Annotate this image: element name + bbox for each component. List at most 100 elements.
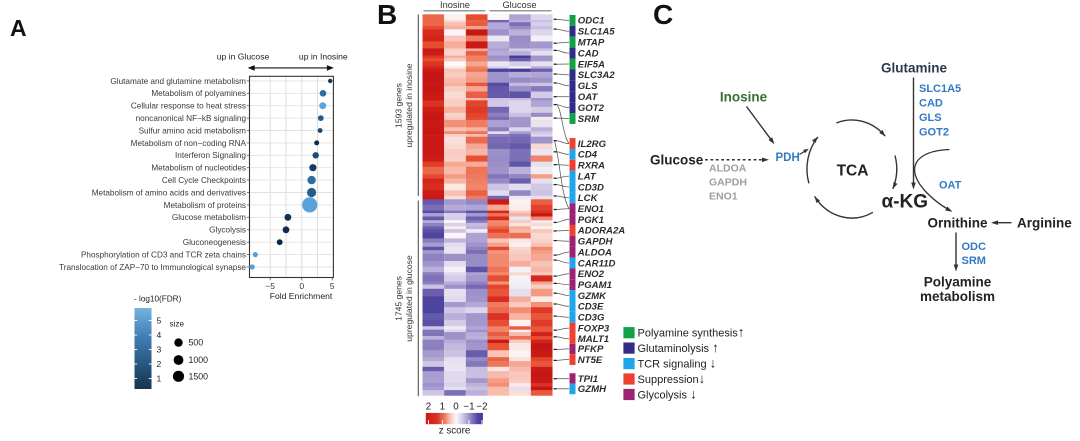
svg-text:CD3E: CD3E: [578, 302, 604, 313]
svg-text:A: A: [10, 15, 27, 41]
svg-text:PFKP: PFKP: [578, 344, 604, 355]
svg-text:500: 500: [189, 338, 204, 348]
svg-text:C: C: [653, 0, 673, 30]
svg-text:ENO2: ENO2: [578, 269, 605, 280]
svg-text:NT5E: NT5E: [578, 355, 603, 366]
svg-text:GLS: GLS: [919, 112, 942, 124]
svg-text:Glucose metabolism: Glucose metabolism: [172, 213, 246, 222]
svg-text:Phosphorylation of CD3 and TCR: Phosphorylation of CD3 and TCR zeta chai…: [81, 251, 246, 260]
svg-text:up in Inosine: up in Inosine: [299, 52, 348, 62]
svg-text:upregulated in inosine: upregulated in inosine: [404, 63, 414, 147]
svg-text:SRM: SRM: [578, 114, 600, 125]
svg-text:CAD: CAD: [578, 48, 599, 59]
svg-text:4: 4: [157, 330, 162, 340]
svg-text:Metabolism of non−coding RNA: Metabolism of non−coding RNA: [131, 139, 247, 148]
svg-text:ODC1: ODC1: [578, 16, 605, 27]
svg-text:GLS: GLS: [578, 81, 598, 92]
svg-text:Gluconeogenesis: Gluconeogenesis: [183, 238, 246, 247]
svg-text:ALDOA: ALDOA: [709, 163, 747, 175]
svg-text:metabolism: metabolism: [920, 289, 995, 304]
svg-text:z score: z score: [439, 426, 471, 437]
svg-text:5: 5: [330, 281, 335, 291]
svg-text:Cell Cycle Checkpoints: Cell Cycle Checkpoints: [162, 176, 246, 185]
svg-text:1745 genes: 1745 genes: [394, 276, 404, 321]
svg-text:OAT: OAT: [939, 180, 962, 192]
svg-text:upregulated in glucose: upregulated in glucose: [404, 255, 414, 342]
svg-text:2: 2: [157, 359, 162, 369]
svg-text:TCA: TCA: [837, 163, 869, 180]
svg-text:SLC1A5: SLC1A5: [919, 83, 961, 95]
svg-text:ALDOA: ALDOA: [577, 247, 612, 258]
svg-text:SLC1A5: SLC1A5: [578, 27, 615, 38]
svg-text:α-KG: α-KG: [882, 192, 929, 213]
svg-text:1593 genes: 1593 genes: [394, 83, 404, 128]
svg-text:GAPDH: GAPDH: [709, 177, 747, 189]
svg-text:−5: −5: [265, 281, 275, 291]
svg-text:GOT2: GOT2: [578, 103, 605, 114]
svg-text:Cellular response to heat stre: Cellular response to heat stress: [131, 102, 246, 111]
svg-text:Suppression↓: Suppression↓: [638, 371, 706, 386]
svg-text:CD3G: CD3G: [578, 313, 605, 324]
svg-text:CD3D: CD3D: [578, 182, 604, 193]
svg-text:GAPDH: GAPDH: [578, 237, 614, 248]
svg-text:1: 1: [157, 374, 162, 384]
svg-text:5: 5: [157, 316, 162, 326]
svg-text:Glycolysis: Glycolysis: [209, 226, 246, 235]
svg-text:Ornithine: Ornithine: [928, 216, 988, 231]
svg-text:RXRA: RXRA: [578, 161, 605, 172]
svg-text:Metabolism of nucleotides: Metabolism of nucleotides: [151, 164, 246, 173]
svg-text:ENO1: ENO1: [578, 204, 604, 215]
svg-text:PGAM1: PGAM1: [578, 280, 612, 291]
svg-text:Polyamine: Polyamine: [924, 275, 992, 290]
svg-text:size: size: [170, 320, 185, 329]
svg-text:Fold Enrichment: Fold Enrichment: [270, 291, 333, 301]
svg-text:CAR11D: CAR11D: [578, 258, 616, 269]
svg-text:Sulfur amino acid metabolism: Sulfur amino acid metabolism: [139, 126, 247, 135]
svg-text:GZMH: GZMH: [578, 384, 607, 395]
svg-text:1000: 1000: [189, 355, 209, 365]
svg-text:noncanonical NF−kB signaling: noncanonical NF−kB signaling: [136, 114, 247, 123]
svg-text:0: 0: [299, 281, 304, 291]
svg-text:Inosine: Inosine: [720, 90, 768, 105]
svg-text:Glycolysis ↓: Glycolysis ↓: [638, 387, 697, 402]
svg-text:PDH: PDH: [776, 152, 800, 164]
svg-text:Metabolism of polyamines: Metabolism of polyamines: [151, 89, 246, 98]
svg-text:Arginine: Arginine: [1017, 216, 1072, 231]
svg-text:GZMK: GZMK: [578, 291, 607, 302]
svg-text:3: 3: [157, 345, 162, 355]
svg-text:EIF5A: EIF5A: [578, 59, 605, 70]
svg-text:Glutaminolysis ↑: Glutaminolysis ↑: [638, 340, 719, 355]
svg-text:−2: −2: [476, 402, 487, 413]
svg-text:MALT1: MALT1: [578, 334, 609, 345]
svg-text:ENO1: ENO1: [709, 191, 738, 203]
svg-text:B: B: [377, 0, 397, 30]
svg-text:−1: −1: [463, 402, 474, 413]
svg-text:0: 0: [453, 402, 459, 413]
svg-text:FOXP3: FOXP3: [578, 323, 610, 334]
svg-text:Glutamate and glutamine metabo: Glutamate and glutamine metabolism: [110, 77, 246, 86]
svg-text:SRM: SRM: [962, 255, 986, 267]
svg-text:TCR signaling ↓: TCR signaling ↓: [638, 356, 717, 371]
svg-text:ADORA2A: ADORA2A: [577, 226, 626, 237]
svg-text:IL2RG: IL2RG: [578, 139, 607, 150]
svg-text:Interferon Signaling: Interferon Signaling: [175, 151, 246, 160]
svg-text:Metabolism of proteins: Metabolism of proteins: [164, 201, 246, 210]
svg-text:SLC3A2: SLC3A2: [578, 70, 615, 81]
svg-text:OAT: OAT: [578, 92, 599, 103]
svg-text:Glucose: Glucose: [502, 0, 536, 10]
svg-text:CAD: CAD: [919, 98, 943, 110]
svg-text:ODC: ODC: [962, 241, 987, 253]
svg-text:CD4: CD4: [578, 150, 598, 161]
svg-text:up in Glucose: up in Glucose: [217, 52, 270, 62]
svg-text:Glutamine: Glutamine: [881, 61, 948, 76]
svg-text:- log10(FDR): - log10(FDR): [134, 295, 182, 304]
svg-text:Polyamine synthesis↑: Polyamine synthesis↑: [638, 325, 745, 340]
svg-text:Inosine: Inosine: [440, 0, 470, 10]
svg-text:1500: 1500: [189, 371, 209, 381]
svg-text:LCK: LCK: [578, 193, 599, 204]
svg-text:Metabolism of amino acids and: Metabolism of amino acids and derivative…: [92, 188, 246, 197]
svg-text:LAT: LAT: [578, 171, 597, 182]
svg-text:2: 2: [426, 402, 431, 413]
svg-text:GOT2: GOT2: [919, 127, 949, 139]
svg-text:Glucose: Glucose: [650, 153, 704, 168]
